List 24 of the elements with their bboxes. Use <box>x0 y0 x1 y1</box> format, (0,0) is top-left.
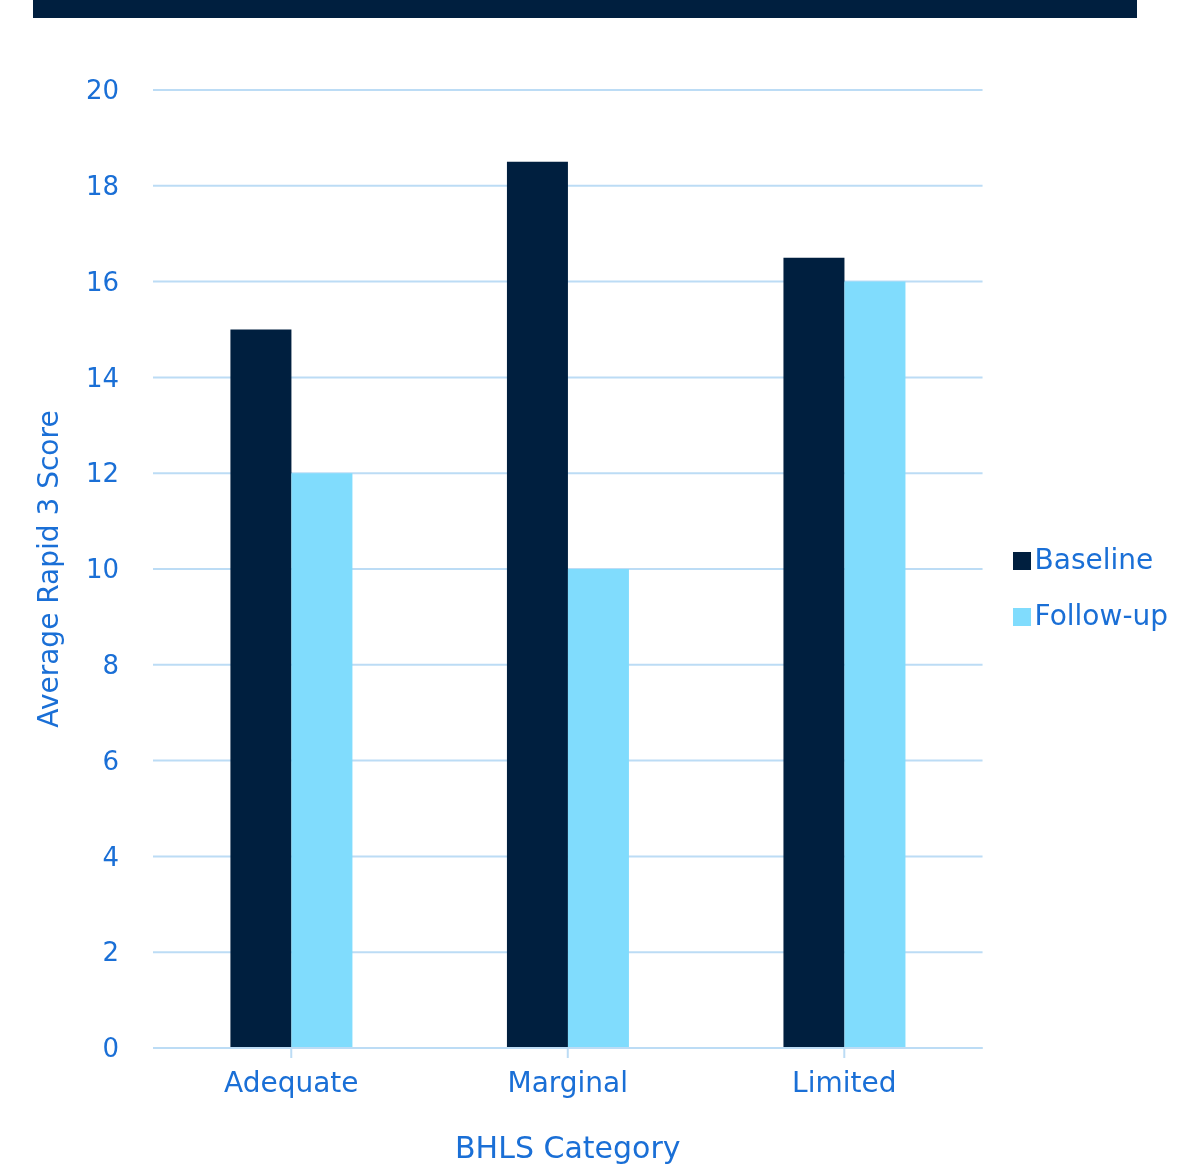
y-tick-label: 4 <box>102 841 119 872</box>
y-tick-label: 14 <box>85 362 119 393</box>
bar <box>230 329 292 1048</box>
bar <box>783 257 845 1048</box>
y-tick-label: 6 <box>102 745 119 776</box>
x-tick-label: Adequate <box>223 1065 359 1099</box>
y-tick-label: 12 <box>85 458 119 489</box>
x-tick-label: Limited <box>792 1065 897 1099</box>
legend-label: Follow-up <box>1034 599 1168 632</box>
bar <box>506 161 568 1048</box>
y-axis-title: Average Rapid 3 Score <box>31 410 65 728</box>
x-axis-title: BHLS Category <box>455 1130 681 1165</box>
bar <box>844 281 906 1048</box>
y-tick-label: 10 <box>85 554 119 585</box>
bar <box>567 569 629 1048</box>
y-tick-label: 18 <box>85 171 119 202</box>
legend-label: Baseline <box>1034 543 1154 576</box>
y-tick-label: 8 <box>102 650 119 681</box>
y-tick-label: 2 <box>102 937 119 968</box>
y-tick-label: 20 <box>85 75 119 106</box>
x-tick-label: Marginal <box>507 1065 629 1099</box>
y-tick-label: 16 <box>85 266 119 297</box>
bar <box>291 473 353 1048</box>
y-tick-label: 0 <box>102 1033 119 1064</box>
